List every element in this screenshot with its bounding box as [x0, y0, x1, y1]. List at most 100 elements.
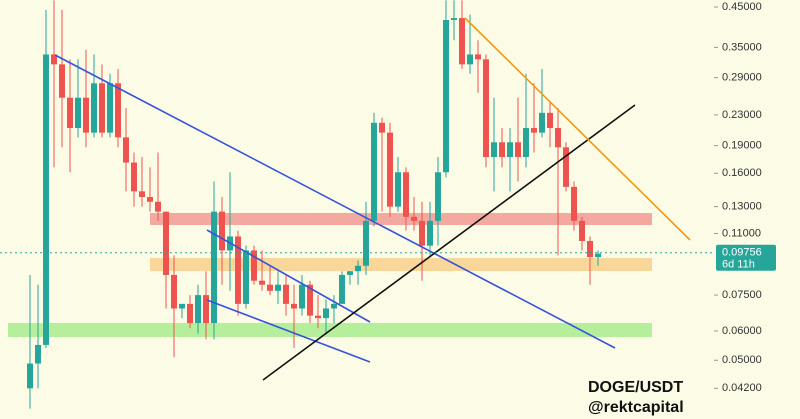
candle-body — [363, 220, 369, 266]
candle-body — [331, 303, 337, 309]
candle-body — [203, 295, 209, 324]
candle-body — [459, 18, 465, 65]
candle-body — [467, 54, 473, 65]
y-tick-label: 0.06000 — [722, 325, 762, 337]
candle-body — [155, 201, 161, 212]
candle-body — [355, 265, 361, 272]
candle-body — [571, 186, 577, 221]
trend-line — [464, 17, 691, 241]
candle-body — [83, 97, 89, 133]
candle-body — [307, 284, 313, 316]
candle-body — [187, 303, 193, 324]
candle-body — [123, 137, 129, 163]
y-tick-label: 0.13000 — [722, 201, 762, 213]
candle-body — [443, 20, 449, 173]
candle-body — [67, 97, 73, 129]
candle-body — [51, 54, 57, 65]
candle-body — [499, 142, 505, 158]
candle-body — [163, 211, 169, 275]
candle-body — [419, 220, 425, 246]
candle-body — [347, 271, 353, 275]
candle-body — [483, 59, 489, 158]
candle-body — [35, 344, 41, 364]
candle-body — [403, 172, 409, 217]
candle-body — [59, 64, 65, 98]
candle-body — [251, 250, 257, 281]
candle-body — [475, 54, 481, 60]
candle-body — [491, 142, 497, 158]
candle-body — [579, 220, 585, 241]
y-tick-label: 0.29000 — [722, 72, 762, 84]
candle-body — [299, 284, 305, 309]
candles — [27, 0, 601, 409]
candle-body — [243, 250, 249, 304]
y-tick-label: 0.35000 — [722, 41, 762, 53]
last-price-box — [716, 244, 776, 271]
candle-body — [91, 83, 97, 133]
candle-body — [195, 295, 201, 324]
trend-line — [54, 54, 616, 349]
candle-body — [451, 18, 457, 21]
y-tick-label: 0.19000 — [722, 140, 762, 152]
candle-body — [539, 112, 545, 133]
candle-body — [547, 112, 553, 129]
candle-body — [267, 284, 273, 291]
y-tick-label: 0.04200 — [722, 382, 762, 394]
candle-body — [515, 142, 521, 158]
candle-body — [171, 274, 177, 309]
y-tick-label: 0.05000 — [722, 354, 762, 366]
candle-body — [371, 122, 377, 221]
candle-body — [115, 83, 121, 138]
candle-body — [395, 172, 401, 207]
trend-line — [262, 104, 636, 381]
candle-body — [147, 197, 153, 202]
candle-body — [131, 162, 137, 192]
candle-body — [523, 128, 529, 158]
y-tick-label: 0.07500 — [722, 289, 762, 301]
zones — [8, 213, 652, 337]
candle-body — [411, 216, 417, 221]
y-tick-label: 0.16000 — [722, 167, 762, 179]
countdown-label: 6d 11h — [722, 259, 755, 271]
y-tick-label: 0.45000 — [722, 1, 762, 13]
y-tick-label: 0.11000 — [722, 227, 761, 239]
support-zone — [150, 258, 652, 271]
candle-body — [435, 172, 441, 221]
candle-body — [235, 236, 241, 304]
candle-body — [139, 191, 145, 198]
candle-body — [179, 303, 185, 309]
candle-body — [507, 142, 513, 158]
candle-body — [219, 211, 225, 251]
candle-body — [339, 274, 345, 304]
candle-body — [259, 280, 265, 285]
chart-title: DOGE/USDT — [588, 379, 683, 396]
candle-body — [323, 308, 329, 319]
candle-body — [211, 211, 217, 324]
candle-body — [99, 83, 105, 133]
candle-body — [43, 54, 49, 345]
trend-line — [206, 229, 371, 323]
candle-body — [427, 220, 433, 246]
candle-body — [587, 240, 593, 258]
candle-body — [283, 284, 289, 304]
candle-body — [555, 128, 561, 148]
candle-body — [107, 83, 113, 133]
candle-body — [387, 132, 393, 207]
candle-body — [291, 303, 297, 309]
candle-body — [531, 128, 537, 133]
trend-line — [206, 299, 371, 363]
candle-body — [563, 147, 569, 187]
trend-lines — [54, 17, 691, 381]
candle-body — [379, 122, 385, 133]
y-tick-label: 0.23000 — [722, 109, 762, 121]
resistance-zone — [150, 213, 652, 225]
candle-body — [315, 315, 321, 319]
candle-body — [75, 97, 81, 129]
candle-body — [275, 284, 281, 291]
chart-subtitle: @rektcapital — [588, 399, 684, 416]
last-price-label: 0.09756 — [722, 247, 762, 259]
candle-body — [27, 363, 33, 389]
candle-body — [595, 253, 601, 258]
